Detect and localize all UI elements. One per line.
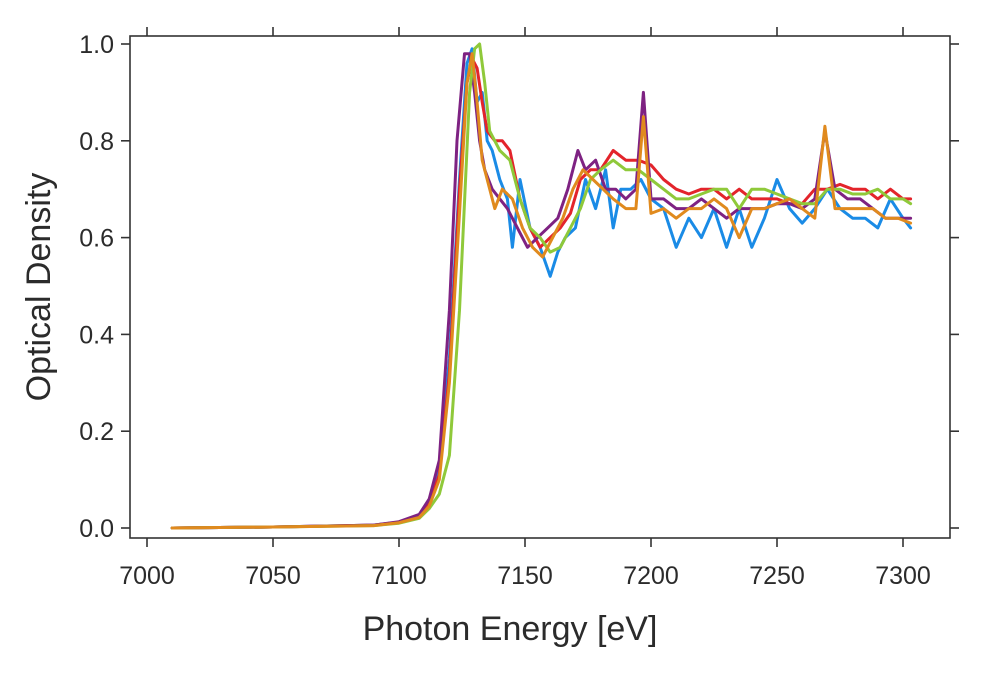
y-axis-title: Optical Density [20, 173, 58, 402]
series-line-red [170, 57, 913, 530]
x-axis: 7000 7050 7100 7150 7200 7250 7300 [119, 27, 931, 590]
x-axis-title: Photon Energy [eV] [363, 610, 658, 648]
x-tick-label: 7150 [497, 562, 553, 590]
y-tick-label: 0.2 [79, 418, 114, 446]
x-tick-label: 7050 [245, 562, 301, 590]
x-tick-label: 7300 [875, 562, 931, 590]
y-tick-label: 0.8 [79, 128, 114, 156]
x-tick-label: 7000 [119, 562, 175, 590]
plot-frame [129, 35, 951, 539]
series-layer [170, 42, 913, 530]
series-line-green [170, 42, 913, 530]
plot-area [129, 35, 951, 539]
y-tick-label: 0.4 [79, 321, 114, 349]
x-tick-label: 7200 [623, 562, 679, 590]
x-tick-label: 7100 [371, 562, 427, 590]
series-line-blue [170, 47, 913, 530]
y-tick-label: 0.6 [79, 225, 114, 253]
y-tick-label: 0.0 [79, 515, 114, 543]
series-line-purple [170, 52, 913, 530]
y-axis: 0.0 0.2 0.4 0.6 0.8 1.0 [79, 31, 959, 543]
x-tick-label: 7250 [749, 562, 805, 590]
y-tick-label: 1.0 [79, 31, 114, 59]
series-line-orange [170, 52, 913, 530]
